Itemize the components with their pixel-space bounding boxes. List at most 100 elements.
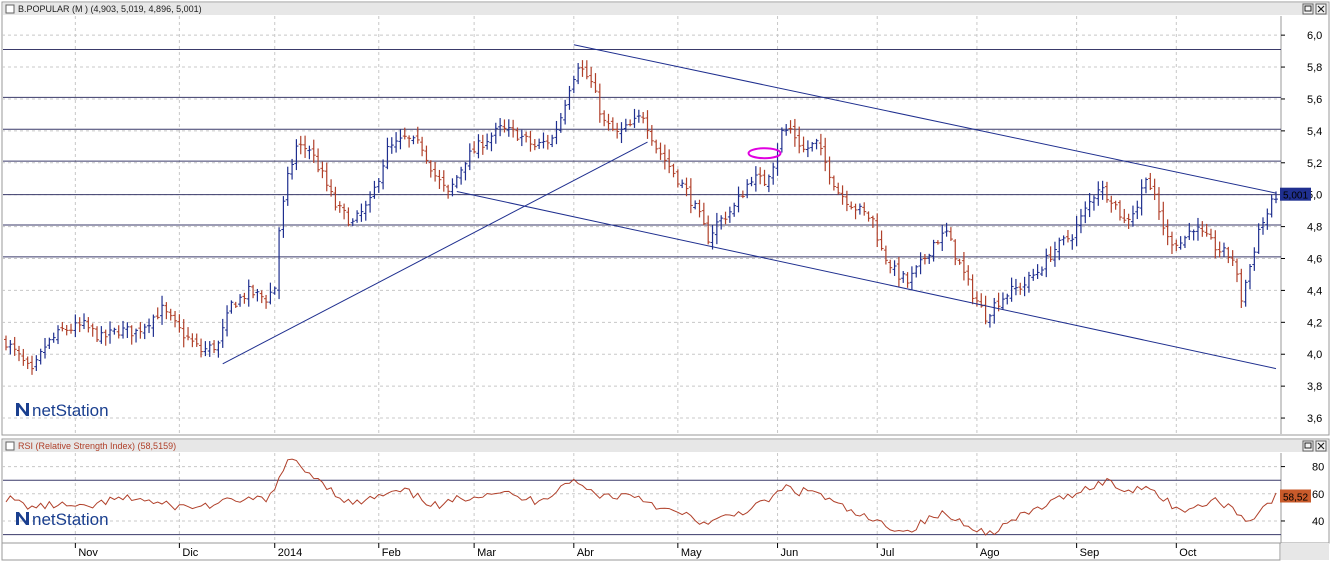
ohlc-bar [177, 314, 182, 333]
ohlc-bar [355, 210, 360, 223]
ohlc-bar [225, 305, 230, 337]
ohlc-bar [762, 169, 767, 187]
ohlc-bar [792, 118, 797, 147]
ohlc-bar [1178, 236, 1183, 250]
ohlc-bar [875, 213, 880, 248]
ohlc-bar [866, 211, 871, 222]
ohlc-bar [766, 174, 771, 193]
ohlc-bar [212, 340, 217, 354]
ohlc-bar [602, 110, 607, 127]
ohlc-bar [246, 279, 251, 307]
ohlc-bar [805, 140, 810, 158]
ohlc-bar [1113, 200, 1118, 210]
price-tick-label: 6,0 [1307, 30, 1322, 42]
ohlc-bar [12, 336, 17, 356]
ohlc-bar [1143, 177, 1148, 194]
price-tick-label: 4,0 [1307, 349, 1322, 361]
rsi-series-line [5, 458, 1277, 536]
ohlc-bar [389, 137, 394, 154]
ohlc-bar [125, 322, 130, 339]
ohlc-bar [268, 282, 273, 305]
panel-menu-icon[interactable] [5, 4, 15, 14]
ohlc-bar [1148, 172, 1153, 191]
ohlc-bar [420, 136, 425, 157]
ohlc-bar [450, 178, 455, 197]
ohlc-bar [810, 141, 815, 152]
ohlc-bar [398, 129, 403, 150]
ohlc-bar [654, 139, 659, 154]
ohlc-bar [849, 201, 854, 210]
ohlc-bar [38, 348, 43, 365]
ohlc-bar [1221, 242, 1226, 257]
ohlc-bar [1065, 229, 1070, 243]
ohlc-bar [571, 75, 576, 94]
price-tick-label: 5,2 [1307, 158, 1322, 170]
month-label: Ago [980, 547, 1000, 559]
ohlc-bar [935, 240, 940, 245]
ohlc-bar [1152, 178, 1157, 201]
svg-text:5,001: 5,001 [1283, 191, 1308, 202]
ohlc-bar [433, 162, 438, 182]
rsi-panel-title: RSI (Relative Strength Index) (58,5159) [18, 441, 176, 451]
ohlc-bar [1174, 239, 1179, 252]
ohlc-bar [567, 85, 572, 110]
ohlc-bar [589, 66, 594, 88]
ohlc-bar [489, 132, 494, 152]
ohlc-bar [788, 120, 793, 134]
ohlc-bar [1091, 195, 1096, 211]
ohlc-bar [1182, 235, 1187, 248]
ohlc-bar [1035, 264, 1040, 279]
minimize-icon[interactable] [1302, 440, 1314, 452]
ohlc-bar [350, 218, 355, 226]
ohlc-bar [186, 327, 191, 341]
ohlc-bar [883, 245, 888, 265]
close-icon[interactable] [1315, 440, 1327, 452]
ohlc-bar [485, 133, 490, 150]
close-icon[interactable] [1315, 3, 1327, 15]
ohlc-bar [1135, 200, 1140, 220]
ohlc-bar [129, 325, 134, 345]
ohlc-bar [359, 203, 364, 222]
ohlc-bar [459, 166, 464, 185]
ohlc-bar [853, 203, 858, 220]
rsi-panel [1, 438, 1330, 544]
ohlc-bar [307, 145, 312, 160]
ohlc-bar [294, 139, 299, 171]
ohlc-bar [476, 134, 481, 159]
ohlc-bar [784, 124, 789, 136]
ohlc-bar [168, 308, 173, 321]
price-tick-label: 4,8 [1307, 222, 1322, 234]
ohlc-bar [34, 355, 39, 371]
ohlc-bar [203, 341, 208, 357]
trendline [222, 141, 648, 365]
ohlc-bar [160, 295, 165, 325]
price-tick-label: 3,8 [1307, 381, 1322, 393]
ohlc-bar [857, 203, 862, 215]
ohlc-bar [1247, 264, 1252, 290]
ohlc-bar [1039, 266, 1044, 277]
ohlc-bar [1031, 268, 1036, 281]
ohlc-bar [836, 182, 841, 195]
minimize-icon[interactable] [1302, 3, 1314, 15]
ohlc-bar [21, 348, 26, 366]
ohlc-bar [1009, 277, 1014, 302]
month-label: Oct [1179, 547, 1196, 559]
ohlc-bar [368, 191, 373, 213]
ohlc-bar [346, 207, 351, 227]
panel-menu-icon[interactable] [5, 441, 15, 451]
ohlc-bar [73, 314, 78, 338]
ohlc-bar [1139, 179, 1144, 216]
ohlc-bar [870, 215, 875, 228]
ohlc-bar [1078, 208, 1083, 234]
ohlc-bar [99, 326, 104, 344]
ohlc-bar [155, 307, 160, 320]
ohlc-bar [60, 321, 65, 332]
ohlc-bar [1052, 241, 1057, 267]
ohlc-bar [684, 177, 689, 197]
ohlc-bar [1000, 292, 1005, 310]
ohlc-bar [1074, 215, 1079, 247]
ohlc-bar [927, 253, 932, 264]
ohlc-bar [1126, 213, 1131, 229]
ohlc-bar [558, 112, 563, 133]
ohlc-bar [220, 318, 225, 348]
